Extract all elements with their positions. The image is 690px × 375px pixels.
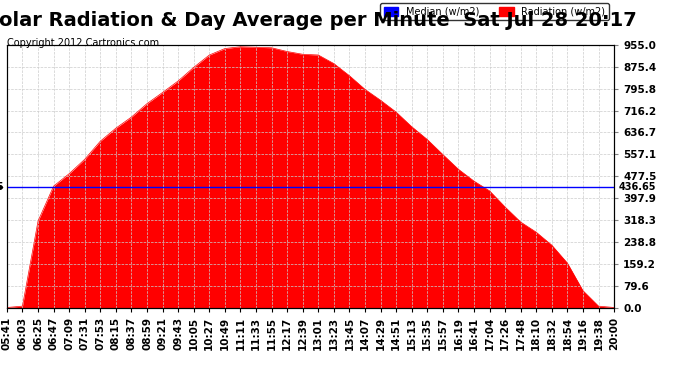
Text: 436.65: 436.65 [0,183,4,192]
Text: Copyright 2012 Cartronics.com: Copyright 2012 Cartronics.com [7,38,159,48]
Text: Solar Radiation & Day Average per Minute  Sat Jul 28 20:17: Solar Radiation & Day Average per Minute… [0,11,636,30]
Legend: Median (w/m2), Radiation (w/m2): Median (w/m2), Radiation (w/m2) [380,3,609,20]
Text: 436.65: 436.65 [618,183,656,192]
